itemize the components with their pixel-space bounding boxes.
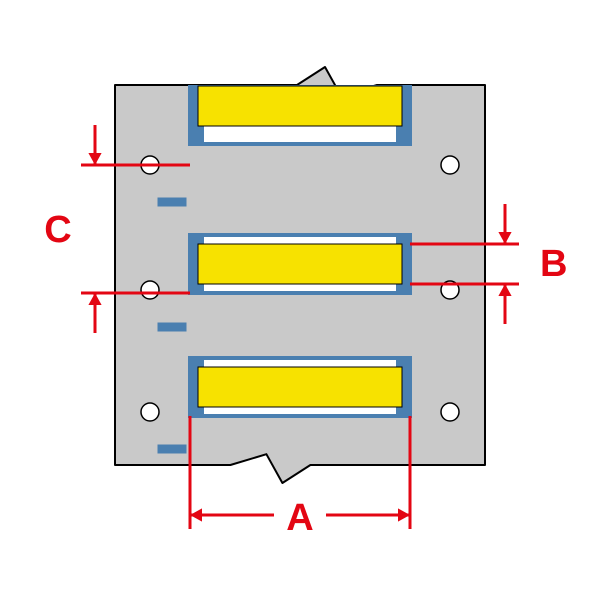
index-tab-1 bbox=[158, 323, 186, 331]
sprocket-hole-0-right bbox=[441, 156, 459, 174]
label-sleeve-dimension-diagram: A B C bbox=[0, 0, 600, 600]
sleeve-label-0 bbox=[198, 86, 402, 126]
dim-a-label: A bbox=[286, 497, 313, 539]
index-tab-0 bbox=[158, 198, 186, 206]
dim-b-label: B bbox=[540, 243, 567, 285]
sprocket-hole-2-left bbox=[141, 403, 159, 421]
sprocket-hole-1-left bbox=[141, 281, 159, 299]
sleeve-label-1 bbox=[198, 244, 402, 284]
index-tab-2 bbox=[158, 445, 186, 453]
sprocket-hole-2-right bbox=[441, 403, 459, 421]
sleeve-label-2 bbox=[198, 367, 402, 407]
dim-c-label: C bbox=[44, 209, 71, 251]
